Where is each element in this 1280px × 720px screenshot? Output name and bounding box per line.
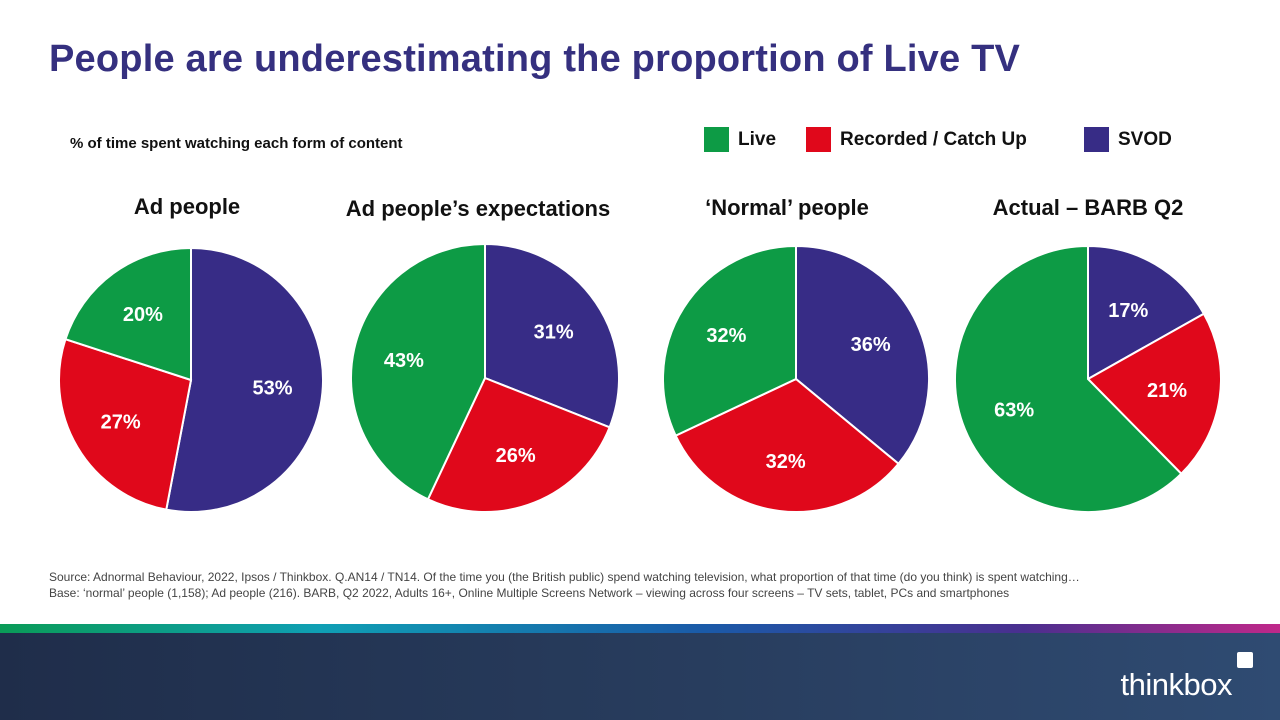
- pie-label-ad-people-recorded: 27%: [101, 412, 141, 434]
- pie-label-normal-people-live: 32%: [706, 325, 746, 347]
- pie-label-actual-barb-svod: 17%: [1108, 300, 1148, 322]
- legend-swatch-live: [704, 127, 729, 152]
- pie-label-ad-expectations-live: 43%: [384, 350, 424, 372]
- pie-slice-normal-people-svod: [795, 244, 930, 466]
- legend-item-recorded: Recorded / Catch Up: [806, 127, 1027, 152]
- pie-label-actual-barb-recorded: 21%: [1147, 380, 1187, 402]
- pie-label-ad-expectations-recorded: 26%: [496, 445, 536, 467]
- pie-slice-ad-people-svod: [165, 246, 324, 513]
- legend-item-svod: SVOD: [1084, 127, 1172, 152]
- brand-gradient-bar: [0, 624, 1280, 633]
- pie-slice-ad-expectations-recorded: [426, 376, 611, 513]
- pie-slice-ad-people-recorded: [58, 337, 193, 511]
- legend: Live Recorded / Catch Up SVOD: [0, 127, 1280, 155]
- pie-slice-actual-barb-live: [953, 244, 1183, 513]
- source-note: Source: Adnormal Behaviour, 2022, Ipsos …: [49, 570, 1080, 584]
- base-note: Base: ‘normal’ people (1,158); Ad people…: [49, 586, 1010, 600]
- pie-title-actual-barb: Actual – BARB Q2: [992, 195, 1184, 220]
- pie-slice-normal-people-recorded: [674, 377, 900, 513]
- legend-label-live: Live: [738, 128, 777, 150]
- legend-swatch-recorded: [806, 127, 831, 152]
- footer-band: [0, 633, 1280, 720]
- pie-slice-ad-people-live: [64, 246, 192, 382]
- legend-item-live: Live: [704, 127, 776, 152]
- pie-title-ad-people: Ad people: [133, 194, 241, 219]
- pie-label-ad-people-svod: 53%: [252, 378, 292, 400]
- pie-charts: 53% 27% 20% 31% 26% 43% 36% 32% 32% 17% 21% 63%: [58, 242, 1222, 513]
- pie-slice-actual-barb-recorded: [1086, 312, 1222, 476]
- pie-slice-ad-expectations-live: [350, 242, 486, 501]
- legend-label-svod: SVOD: [1118, 128, 1172, 150]
- pie-slice-actual-barb-svod: [1087, 244, 1206, 381]
- legend-label-recorded: Recorded / Catch Up: [840, 128, 1027, 150]
- thinkbox-logo: thinkbox: [1120, 667, 1233, 702]
- logo-square-icon: [1237, 652, 1253, 668]
- pie-title-ad-expectations: Ad people’s expectations: [345, 196, 611, 221]
- pie-label-ad-people-live: 20%: [123, 304, 163, 326]
- pie-label-normal-people-recorded: 32%: [766, 451, 806, 473]
- pie-title-normal-people: ‘Normal’ people: [705, 195, 869, 220]
- pie-label-actual-barb-live: 63%: [994, 399, 1034, 421]
- chart-subtitle: % of time spent watching each form of co…: [70, 135, 403, 152]
- pie-label-ad-expectations-svod: 31%: [534, 321, 574, 343]
- legend-swatch-svod: [1084, 127, 1109, 152]
- slide-title: People are underestimating the proportio…: [49, 38, 1021, 80]
- pie-slice-normal-people-live: [662, 244, 797, 437]
- pie-label-normal-people-svod: 36%: [851, 334, 891, 356]
- pie-slice-ad-expectations-svod: [484, 242, 620, 429]
